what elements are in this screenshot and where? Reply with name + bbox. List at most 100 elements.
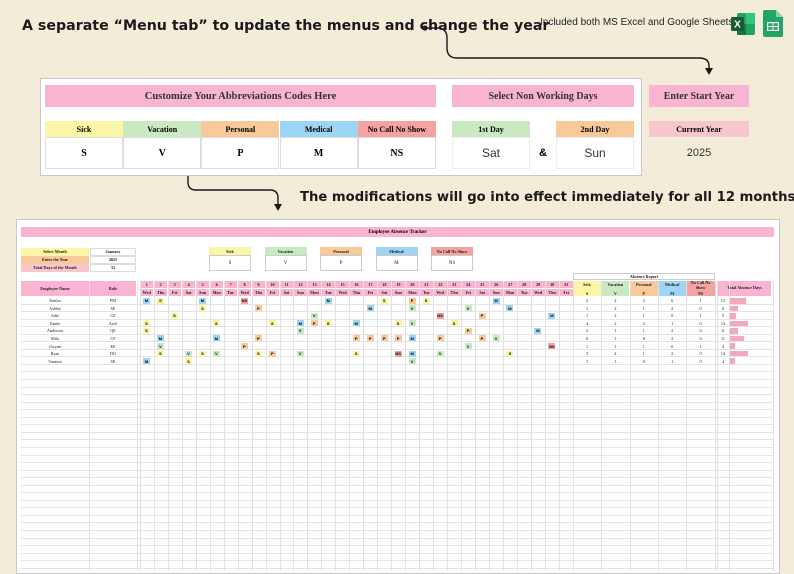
absence-mark[interactable]: P (254, 305, 262, 312)
absence-mark[interactable]: P (254, 335, 262, 342)
absence-mark[interactable]: P (380, 335, 388, 342)
employee-name[interactable]: Gwynn (48, 343, 62, 349)
absence-mark[interactable]: S (422, 297, 430, 304)
report-count: 1 (699, 343, 702, 349)
employee-name[interactable]: Anderson (46, 328, 64, 334)
absence-mark[interactable]: M (143, 297, 150, 304)
weekday-9: Thu (251, 289, 266, 296)
absence-mark[interactable]: M (366, 305, 374, 312)
absence-mark[interactable]: P (240, 343, 248, 349)
absence-mark[interactable]: S (352, 350, 360, 357)
employee-name[interactable]: Mila (51, 336, 59, 342)
absence-mark[interactable]: S (450, 320, 458, 327)
absence-mark[interactable]: S (380, 297, 388, 304)
employee-role[interactable]: PM (109, 298, 117, 304)
absence-mark[interactable]: V (436, 350, 444, 357)
code-input-3[interactable]: M (279, 137, 358, 169)
absence-mark[interactable]: M (408, 335, 416, 342)
employee-name[interactable]: Zanite (49, 320, 61, 326)
absence-mark[interactable]: S (143, 320, 150, 327)
absence-mark[interactable]: M (534, 327, 542, 334)
absence-mark[interactable]: M (212, 335, 220, 342)
employee-name[interactable]: Vanessa (48, 358, 62, 364)
absence-mark[interactable]: P (436, 335, 444, 342)
current-year-input[interactable]: 2025 (649, 137, 749, 169)
employee-name[interactable]: Ashley (49, 305, 61, 311)
absence-mark[interactable]: S (156, 350, 164, 357)
absence-mark[interactable]: P (478, 312, 486, 319)
absence-mark[interactable]: S (184, 358, 192, 365)
employee-name[interactable]: Julie (51, 313, 59, 319)
absence-mark[interactable]: M (198, 297, 206, 304)
absence-mark[interactable]: NS (394, 350, 402, 357)
control-value-0[interactable]: January (90, 248, 136, 256)
absence-mark[interactable]: M (492, 297, 500, 304)
absence-mark[interactable]: P (464, 327, 472, 334)
control-value-2[interactable]: 31 (90, 264, 136, 272)
employee-role[interactable]: SE (110, 358, 116, 364)
report-count: 2 (642, 298, 645, 304)
absence-mark[interactable]: M (352, 320, 360, 327)
absence-mark[interactable]: V (464, 305, 472, 312)
absence-mark[interactable]: P (310, 320, 318, 327)
absence-mark[interactable]: M (156, 335, 164, 342)
absence-mark[interactable]: P (394, 335, 402, 342)
employee-role[interactable]: SE (110, 305, 116, 311)
first-day-select[interactable]: Sat (452, 137, 530, 169)
employee-role[interactable]: Arch (108, 320, 118, 326)
absence-mark[interactable]: S (394, 320, 402, 327)
absence-mark[interactable]: M (296, 320, 304, 327)
absence-mark[interactable]: M (548, 312, 556, 319)
employee-role[interactable]: QE (110, 328, 116, 334)
absence-mark[interactable]: V (296, 327, 304, 334)
absence-mark[interactable]: V (156, 343, 164, 349)
absence-mark[interactable]: P (352, 335, 360, 342)
second-day-select[interactable]: Sun (556, 137, 634, 169)
report-count: 2 (614, 320, 617, 326)
absence-mark[interactable]: S (254, 350, 262, 357)
code-input-0[interactable]: S (45, 137, 123, 169)
absence-mark[interactable]: NS (240, 297, 248, 304)
absence-mark[interactable]: S (170, 312, 178, 319)
employee-name[interactable]: Emilia (49, 298, 61, 304)
absence-mark[interactable]: V (408, 305, 416, 312)
absence-mark[interactable]: V (310, 312, 318, 319)
absence-mark[interactable]: S (268, 320, 276, 327)
absence-mark[interactable]: S (212, 320, 220, 327)
absence-mark[interactable]: V (184, 350, 192, 357)
absence-mark[interactable]: V (408, 320, 416, 327)
absence-mark[interactable]: P (408, 297, 416, 304)
employee-name[interactable]: Ryan (50, 351, 60, 357)
absence-mark[interactable]: V (492, 335, 500, 342)
absence-mark[interactable]: S (143, 327, 150, 334)
absence-mark[interactable]: M (324, 297, 332, 304)
absence-mark[interactable]: S (324, 320, 332, 327)
absence-mark[interactable]: M (506, 305, 514, 312)
day-number-29: 29 (531, 281, 545, 288)
employee-role[interactable]: EE (110, 343, 116, 349)
absence-mark[interactable]: NS (548, 343, 556, 349)
employee-role[interactable]: CF (110, 336, 116, 342)
absence-mark[interactable]: P (268, 350, 276, 357)
absence-mark[interactable]: V (464, 343, 472, 349)
employee-role[interactable]: DO (109, 351, 117, 357)
absence-mark[interactable]: M (143, 358, 150, 365)
absence-mark[interactable]: V (296, 350, 304, 357)
absence-mark[interactable]: S (506, 350, 514, 357)
employee-role[interactable]: CE (110, 313, 116, 319)
absence-mark[interactable]: V (212, 350, 220, 357)
absence-mark[interactable]: NS (436, 312, 444, 319)
absence-mark[interactable]: M (408, 350, 416, 357)
control-value-1[interactable]: 2025 (90, 256, 136, 264)
code-input-2[interactable]: P (201, 137, 280, 169)
code-input-1[interactable]: V (123, 137, 202, 169)
report-count: 1 (642, 305, 645, 311)
absence-mark[interactable]: S (198, 350, 206, 357)
absence-mark[interactable]: S (198, 305, 206, 312)
absence-mark[interactable]: V (408, 358, 416, 365)
absence-mark[interactable]: P (366, 335, 374, 342)
absence-mark[interactable]: S (156, 297, 164, 304)
absence-mark[interactable]: P (478, 335, 486, 342)
code-input-4[interactable]: NS (357, 137, 436, 169)
report-count: 1 (642, 328, 645, 334)
